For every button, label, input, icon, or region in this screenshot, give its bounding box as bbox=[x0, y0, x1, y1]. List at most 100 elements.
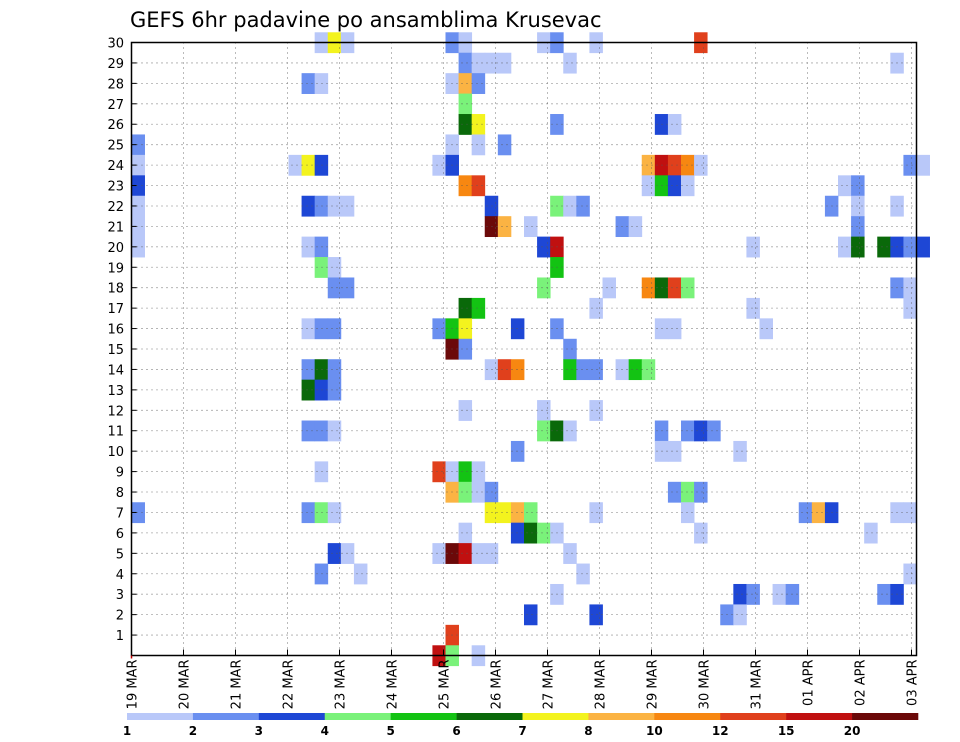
x-tick-label: 19 MAR bbox=[126, 660, 141, 710]
heatmap-cell-97 bbox=[471, 297, 486, 319]
heatmap-cell-155 bbox=[484, 481, 499, 503]
heatmap-cell-65 bbox=[484, 216, 499, 238]
heatmap-cell-150 bbox=[458, 461, 473, 483]
heatmap-cell-146 bbox=[733, 440, 747, 462]
y-tick-label: 2 bbox=[116, 609, 124, 624]
y-tick-label: 13 bbox=[107, 384, 124, 399]
heatmap-cell-20 bbox=[458, 93, 473, 115]
heatmap-cell-43 bbox=[131, 175, 145, 197]
colorbar-label: 4 bbox=[321, 724, 329, 738]
heatmap-cell-100 bbox=[903, 297, 917, 319]
heatmap-cell-104 bbox=[432, 318, 446, 340]
heatmap-cell-154 bbox=[471, 481, 486, 503]
colorbar-label: 5 bbox=[386, 724, 394, 738]
heatmap-cell-81 bbox=[903, 236, 917, 258]
heatmap-cell-138 bbox=[563, 420, 577, 442]
heatmap-cell-198 bbox=[877, 583, 891, 605]
heatmap-cell-102 bbox=[314, 318, 329, 340]
heatmap-cell-93 bbox=[681, 277, 695, 299]
heatmap-cell-44 bbox=[458, 175, 473, 197]
heatmap-cell-87 bbox=[340, 277, 355, 299]
heatmap-cell-127 bbox=[301, 379, 316, 401]
heatmap-cell-162 bbox=[327, 502, 342, 524]
y-tick-label: 23 bbox=[107, 180, 124, 195]
heatmap-cell-77 bbox=[838, 236, 852, 258]
heatmap-cell-15 bbox=[301, 73, 316, 94]
y-tick-label: 9 bbox=[116, 466, 124, 481]
heatmap-cell-18 bbox=[458, 73, 473, 94]
x-tick-label: 28 MAR bbox=[594, 660, 609, 710]
heatmap-cell-186 bbox=[471, 543, 486, 564]
y-tick-label: 4 bbox=[116, 568, 124, 583]
heatmap-cell-69 bbox=[628, 216, 643, 238]
heatmap-cell-145 bbox=[667, 440, 682, 462]
heatmap-cell-168 bbox=[681, 502, 695, 524]
heatmap-cell-177 bbox=[537, 522, 551, 544]
heatmap-cell-190 bbox=[353, 563, 368, 585]
heatmap-cell-143 bbox=[510, 440, 525, 462]
heatmap-cell-96 bbox=[458, 297, 473, 319]
colorbar: 1 2 3 4 5 6 7 8 10 12 15 20 bbox=[123, 713, 919, 738]
heatmap-cell-121 bbox=[563, 359, 577, 381]
x-tick-label: 01 APR bbox=[802, 660, 817, 706]
heatmap-cell-123 bbox=[589, 359, 603, 381]
heatmap-cell-99 bbox=[746, 297, 760, 319]
y-tick-label: 1 bbox=[116, 629, 124, 644]
heatmap-cell-189 bbox=[314, 563, 329, 585]
heatmap-cell-52 bbox=[131, 195, 145, 217]
x-tick-label: 21 MAR bbox=[230, 660, 245, 710]
heatmap-cell-179 bbox=[694, 522, 708, 544]
heatmap-cell-48 bbox=[667, 175, 682, 197]
heatmap-cell-22 bbox=[471, 114, 486, 135]
heatmap-cell-185 bbox=[458, 543, 473, 564]
heatmap-cell-107 bbox=[510, 318, 525, 340]
colorbar-label: 10 bbox=[646, 724, 663, 738]
heatmap-cell-176 bbox=[524, 522, 538, 544]
heatmap-cell-70 bbox=[851, 216, 865, 238]
chart-title: GEFS 6hr padavine po ansamblima Krusevac bbox=[130, 8, 602, 32]
heatmap-cell-19 bbox=[471, 73, 486, 94]
heatmap-cell-140 bbox=[681, 420, 695, 442]
colorbar-label: 6 bbox=[452, 724, 460, 738]
y-tick-label: 21 bbox=[107, 220, 124, 235]
heatmap-cell-158 bbox=[694, 481, 708, 503]
heatmap-cell-73 bbox=[314, 236, 329, 258]
heatmap-cell-54 bbox=[314, 195, 329, 217]
heatmap-cell-31 bbox=[288, 154, 302, 176]
heatmap-cell-78 bbox=[851, 236, 865, 258]
heatmap-cell-103 bbox=[327, 318, 342, 340]
heatmap-cell-98 bbox=[589, 297, 603, 319]
heatmap-cell-196 bbox=[772, 583, 787, 605]
y-tick-label: 28 bbox=[107, 77, 124, 92]
gridlines bbox=[131, 42, 917, 656]
heatmap-cell-40 bbox=[694, 154, 708, 176]
x-tick-label: 26 MAR bbox=[490, 660, 505, 710]
heatmap-cell-180 bbox=[864, 522, 878, 544]
y-tick-label: 26 bbox=[107, 118, 124, 133]
x-tick-label: 23 MAR bbox=[334, 660, 349, 710]
colorbar-swatch-1 bbox=[192, 713, 260, 720]
heatmap-cell-57 bbox=[484, 195, 499, 217]
heatmap-cell-120 bbox=[510, 359, 525, 381]
heatmap-cell-29 bbox=[497, 134, 512, 156]
heatmap-cell-174 bbox=[458, 522, 473, 544]
heatmap-cell-67 bbox=[524, 216, 538, 238]
heatmap-cell-90 bbox=[641, 277, 656, 299]
colorbar-swatch-11 bbox=[852, 713, 919, 720]
heatmap-cell-86 bbox=[327, 277, 342, 299]
heatmap-cell-118 bbox=[484, 359, 499, 381]
heatmap-cell-161 bbox=[314, 502, 329, 524]
heatmap-cell-16 bbox=[314, 73, 329, 94]
heatmap-cell-11 bbox=[484, 52, 499, 74]
colorbar-label: 3 bbox=[255, 724, 263, 738]
heatmap-cell-130 bbox=[458, 400, 473, 421]
heatmap-cell-165 bbox=[510, 502, 525, 524]
y-tick-label: 25 bbox=[107, 139, 124, 154]
heatmap-cell-101 bbox=[301, 318, 316, 340]
heatmap-cell-175 bbox=[510, 522, 525, 544]
heatmap-cell-148 bbox=[432, 461, 446, 483]
heatmap-cell-111 bbox=[759, 318, 773, 340]
x-tick-label: 24 MAR bbox=[386, 660, 401, 710]
heatmap-cell-72 bbox=[301, 236, 316, 258]
